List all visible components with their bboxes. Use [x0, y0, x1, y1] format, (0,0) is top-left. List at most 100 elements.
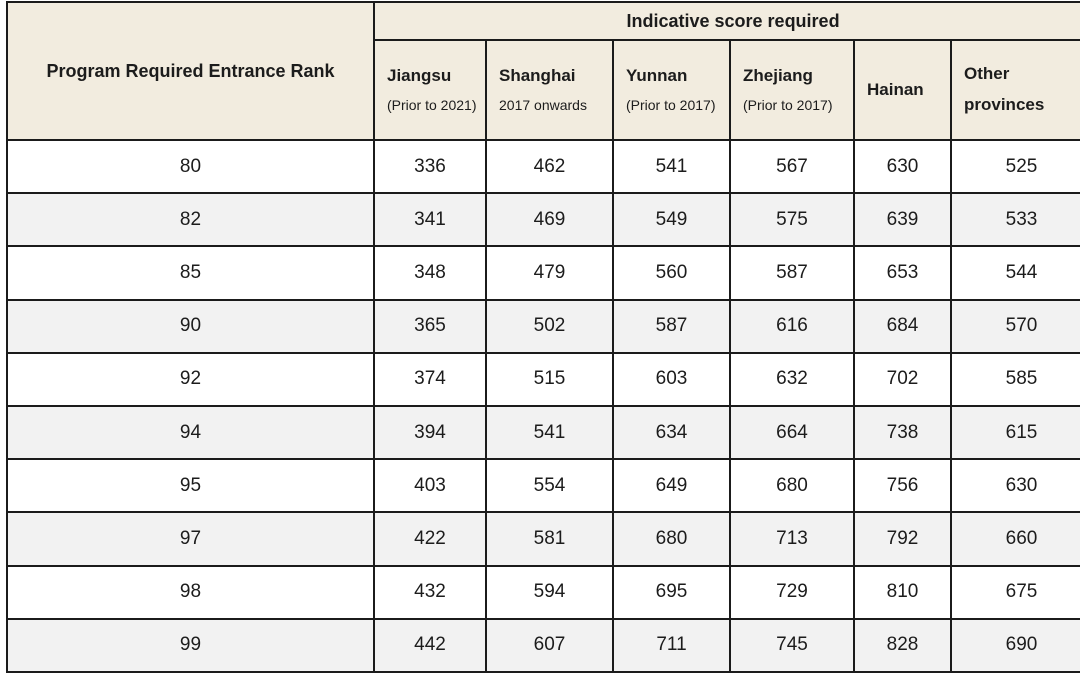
score-cell: 603: [612, 351, 731, 407]
score-cell: 594: [485, 564, 614, 620]
score-cell: 462: [485, 138, 614, 195]
table-row: 92 374 515 603 632 702 585: [6, 351, 1080, 407]
score-cell: 684: [853, 298, 952, 354]
score-cell: 432: [373, 564, 487, 620]
column-subtitle: (Prior to 2017): [743, 97, 833, 114]
score-cell: 348: [373, 245, 487, 301]
column-header-row: Jiangsu (Prior to 2021) Shanghai 2017 onwar…: [7, 39, 1080, 141]
table-row: 82 341 469 549 575 639 533: [6, 192, 1080, 248]
score-cell: 525: [949, 138, 1080, 195]
rank-cell: 94: [6, 404, 375, 461]
score-cell: 544: [949, 245, 1080, 301]
score-cell: 515: [485, 351, 614, 407]
score-cell: 632: [729, 351, 855, 407]
column-name: Zhejiang: [743, 65, 813, 85]
entrance-scores-table: Program Required Entrance Rank Indicativ…: [6, 1, 1080, 674]
score-cell: 541: [612, 138, 731, 195]
column-header-zhejiang: Zhejiang (Prior to 2017): [729, 39, 855, 141]
span-header: Indicative score required: [372, 1, 1080, 41]
score-cell: 502: [485, 298, 614, 354]
score-cell: 607: [485, 617, 614, 674]
score-cell: 570: [949, 298, 1080, 354]
score-cell: 615: [949, 404, 1080, 461]
score-cell: 469: [485, 192, 614, 248]
score-cell: 792: [853, 511, 952, 567]
score-cell: 549: [612, 192, 731, 248]
score-cell: 630: [853, 138, 952, 195]
score-cell: 680: [612, 511, 731, 567]
score-cell: 581: [485, 511, 614, 567]
column-name: Jiangsu: [387, 65, 452, 85]
column-name: Other provinces: [964, 64, 1045, 114]
table-row: 80 336 462 541 567 630 525: [6, 138, 1080, 195]
rank-cell: 85: [6, 245, 375, 301]
table-header: Program Required Entrance Rank Indicativ…: [6, 1, 1080, 141]
column-name: Hainan: [867, 79, 924, 99]
column-header-other-provinces: Other provinces: [949, 39, 1080, 141]
corner-header: Program Required Entrance Rank: [6, 1, 375, 141]
score-cell: 729: [729, 564, 855, 620]
score-cell: 675: [949, 564, 1080, 620]
score-cell: 711: [612, 617, 731, 674]
score-cell: 336: [373, 138, 487, 195]
score-cell: 630: [949, 458, 1080, 514]
score-cell: 587: [612, 298, 731, 354]
score-cell: 690: [949, 617, 1080, 674]
column-subtitle: 2017 onwards: [499, 97, 587, 114]
column-header-yunnan: Yunnan (Prior to 2017): [612, 39, 731, 141]
score-cell: 567: [729, 138, 855, 195]
rank-cell: 97: [6, 511, 375, 567]
score-cell: 403: [373, 458, 487, 514]
table-row: 99 442 607 711 745 828 690: [6, 617, 1080, 674]
rank-cell: 92: [6, 351, 375, 407]
rank-cell: 99: [6, 617, 375, 674]
score-cell: 575: [729, 192, 855, 248]
score-cell: 738: [853, 404, 952, 461]
score-cell: 374: [373, 351, 487, 407]
score-cell: 533: [949, 192, 1080, 248]
table-row: 94 394 541 634 664 738 615: [6, 404, 1080, 461]
column-name: Shanghai: [499, 65, 576, 85]
score-cell: 828: [853, 617, 952, 674]
table-row: 95 403 554 649 680 756 630: [6, 458, 1080, 514]
score-cell: 341: [373, 192, 487, 248]
score-cell: 810: [853, 564, 952, 620]
table-row: 97 422 581 680 713 792 660: [6, 511, 1080, 567]
score-cell: 649: [612, 458, 731, 514]
score-cell: 616: [729, 298, 855, 354]
table-body: 80 336 462 541 567 630 525 82 341 469 549 575 639 533…: [6, 138, 1080, 674]
score-cell: 756: [853, 458, 952, 514]
score-cell: 585: [949, 351, 1080, 407]
score-cell: 554: [485, 458, 614, 514]
score-cell: 365: [373, 298, 487, 354]
rank-cell: 98: [6, 564, 375, 620]
column-name: Yunnan: [626, 65, 688, 85]
score-cell: 560: [612, 245, 731, 301]
rank-cell: 95: [6, 458, 375, 514]
score-cell: 541: [485, 404, 614, 461]
score-cell: 639: [853, 192, 952, 248]
span-header-row: Program Required Entrance Rank Indicativ…: [6, 1, 1080, 141]
score-cell: 680: [729, 458, 855, 514]
rank-cell: 80: [6, 138, 375, 195]
column-subtitle: (Prior to 2017): [626, 97, 716, 114]
table-row: 85 348 479 560 587 653 544: [6, 245, 1080, 301]
column-header-hainan: Hainan: [853, 39, 952, 141]
table-row: 90 365 502 587 616 684 570: [6, 298, 1080, 354]
score-cell: 702: [853, 351, 952, 407]
column-subtitle: (Prior to 2021): [387, 97, 477, 114]
score-cell: 442: [373, 617, 487, 674]
table-row: 98 432 594 695 729 810 675: [6, 564, 1080, 620]
score-cell: 653: [853, 245, 952, 301]
score-cell: 664: [729, 404, 855, 461]
score-cell: 713: [729, 511, 855, 567]
score-cell: 394: [373, 404, 487, 461]
score-cell: 745: [729, 617, 855, 674]
column-header-shanghai: Shanghai 2017 onwards: [485, 39, 614, 141]
score-cell: 634: [612, 404, 731, 461]
score-cell: 479: [485, 245, 614, 301]
rank-cell: 82: [6, 192, 375, 248]
score-cell: 660: [949, 511, 1080, 567]
score-cell: 695: [612, 564, 731, 620]
